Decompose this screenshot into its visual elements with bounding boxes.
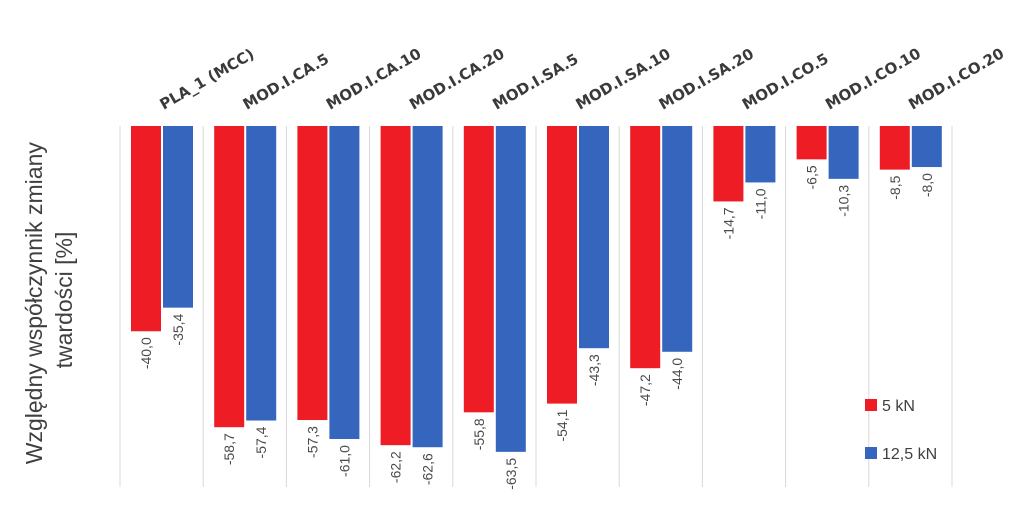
legend-swatch-5kn (865, 399, 877, 411)
data-labels: -40,0 -35,4 -58,7 -57,4 -57,3 -61,0 -62,2 -62,6… (138, 165, 935, 490)
data-label-pla-1-mcc-5-kn: -40,0 (138, 337, 154, 369)
data-label-mod-i-co-10-12-5-kn: -10,3 (836, 185, 852, 217)
bar-mod-i-co-10-12-5-kn (828, 126, 859, 179)
data-label-mod-i-co-5-5-kn: -14,7 (720, 207, 736, 239)
bar-mod-i-co-20-5-kn (879, 126, 910, 170)
data-label-mod-i-ca-10-12-5-kn: -61,0 (336, 445, 352, 477)
data-label-mod-i-co-10-5-kn: -6,5 (804, 165, 820, 189)
data-label-mod-i-ca-10-5-kn: -57,3 (304, 426, 320, 458)
y-axis-label-line-2: twardości [%] (51, 232, 77, 369)
bars (131, 126, 942, 452)
bar-mod-i-ca-5-5-kn (214, 126, 245, 428)
data-label-pla-1-mcc-12-5-kn: -35,4 (170, 313, 186, 345)
bar-mod-i-co-20-12-5-kn (911, 126, 942, 168)
data-label-mod-i-sa-10-5-kn: -54,1 (554, 409, 570, 441)
bar-mod-i-ca-5-12-5-kn (246, 126, 277, 421)
data-label-mod-i-sa-20-5-kn: -47,2 (637, 374, 653, 406)
bar-mod-i-co-10-5-kn (796, 126, 827, 160)
legend-label-12-5kn: 12,5 kN (882, 446, 937, 463)
bar-mod-i-sa-5-12-5-kn (495, 126, 526, 452)
bar-pla-1-mcc-12-5-kn (163, 126, 193, 308)
bar-mod-i-ca-10-5-kn (297, 126, 328, 421)
data-label-mod-i-sa-5-5-kn: -55,8 (471, 418, 487, 450)
bar-mod-i-co-5-5-kn (713, 126, 744, 202)
legend: 5 kN 12,5 kN (865, 398, 937, 463)
data-label-mod-i-ca-20-12-5-kn: -62,6 (420, 453, 436, 485)
bar-mod-i-sa-20-12-5-kn (662, 126, 693, 352)
data-label-mod-i-ca-5-12-5-kn: -57,4 (253, 426, 269, 458)
y-axis-label-line-1: Względny współczynnik zmiany (21, 142, 47, 465)
legend-swatch-12-5kn (865, 447, 877, 459)
category-labels: PLA_1 (MCC)MOD.I.CA.5MOD.I.CA.10MOD.I.CA… (157, 44, 1008, 113)
bar-mod-i-ca-20-12-5-kn (412, 126, 443, 448)
bar-mod-i-sa-5-5-kn (463, 126, 494, 413)
data-label-mod-i-ca-20-5-kn: -62,2 (388, 451, 404, 483)
bar-mod-i-ca-10-12-5-kn (329, 126, 360, 440)
data-label-mod-i-co-5-12-5-kn: -11,0 (752, 188, 768, 219)
data-label-mod-i-ca-5-5-kn: -58,7 (221, 433, 237, 465)
data-label-mod-i-sa-20-12-5-kn: -44,0 (669, 358, 685, 390)
legend-label-5kn: 5 kN (882, 398, 915, 415)
bar-mod-i-sa-10-5-kn (547, 126, 577, 404)
y-axis-label: Względny współczynnik zmiany twardości [… (21, 136, 77, 465)
data-label-mod-i-co-20-12-5-kn: -8,0 (919, 173, 935, 197)
category-gridlines (119, 126, 953, 487)
bar-mod-i-co-5-12-5-kn (745, 126, 776, 183)
bar-pla-1-mcc-5-kn (131, 126, 161, 332)
bar-mod-i-sa-20-5-kn (630, 126, 661, 369)
data-label-mod-i-sa-5-12-5-kn: -63,5 (503, 458, 519, 490)
bar-mod-i-sa-10-12-5-kn (579, 126, 609, 349)
data-label-mod-i-co-20-5-kn: -8,5 (887, 175, 903, 199)
data-label-mod-i-sa-10-12-5-kn: -43,3 (586, 354, 602, 386)
bar-mod-i-ca-20-5-kn (380, 126, 411, 446)
